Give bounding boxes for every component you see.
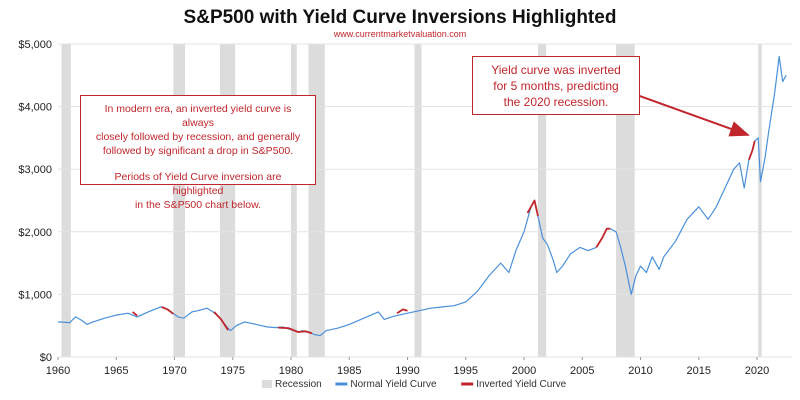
x-tick-label: 1965 bbox=[104, 365, 128, 377]
x-axis-ticks: 1960 1965 1970 1975 1980 1985 1990 1995 2000 2005… bbox=[46, 357, 769, 377]
x-tick-label: 1990 bbox=[395, 365, 419, 377]
inverted-yield-series bbox=[396, 308, 408, 314]
price-lines bbox=[57, 55, 787, 337]
recession-band bbox=[538, 44, 547, 357]
annotation-box-inversion-note: In modern era, an inverted yield curve i… bbox=[80, 95, 316, 211]
annotation-line: followed by significant a drop in S&P500… bbox=[102, 145, 294, 157]
recession-band bbox=[61, 44, 71, 357]
annotation-line: Yield curve was inverted bbox=[491, 63, 621, 77]
recession-band bbox=[616, 44, 635, 357]
x-tick-label: 2010 bbox=[628, 365, 652, 377]
x-tick-label: 2020 bbox=[745, 365, 769, 377]
annotation-line: the 2020 recession. bbox=[503, 95, 609, 109]
x-tick-label: 1970 bbox=[162, 365, 186, 377]
chart-subtitle: www.currentmarketvaluation.com bbox=[333, 29, 467, 39]
legend-swatch-recession bbox=[262, 380, 272, 388]
x-tick-label: 1985 bbox=[337, 365, 361, 377]
recession-band bbox=[414, 44, 422, 357]
annotation-line: closely followed by recession, and gener… bbox=[95, 131, 301, 143]
recession-band bbox=[758, 44, 762, 357]
chart-title: S&P500 with Yield Curve Inversions Highl… bbox=[183, 7, 617, 28]
annotation-line: in the S&P500 chart below. bbox=[134, 199, 262, 211]
x-tick-label: 1980 bbox=[279, 365, 303, 377]
y-tick-label: $0 bbox=[40, 352, 52, 364]
y-axis-ticks: $0 $1,000 $2,000 $3,000 $4,000 $5,000 bbox=[18, 39, 52, 364]
inverted-yield-series bbox=[161, 306, 174, 315]
inverted-yield-series bbox=[278, 326, 313, 335]
inverted-yield-series bbox=[132, 311, 138, 317]
y-tick-label: $4,000 bbox=[18, 102, 52, 114]
recession-band bbox=[308, 44, 325, 357]
inverted-yield-series bbox=[595, 227, 611, 248]
y-tick-label: $1,000 bbox=[18, 289, 52, 301]
x-tick-label: 1960 bbox=[46, 365, 70, 377]
y-tick-label: $5,000 bbox=[18, 39, 52, 51]
legend-label: Inverted Yield Curve bbox=[476, 379, 566, 390]
y-tick-label: $3,000 bbox=[18, 164, 52, 176]
normal-yield-series bbox=[754, 55, 787, 183]
x-tick-label: 2015 bbox=[687, 365, 711, 377]
x-tick-label: 1995 bbox=[454, 365, 478, 377]
y-tick-label: $2,000 bbox=[18, 227, 52, 239]
inverted-yield-series bbox=[526, 199, 539, 217]
x-tick-label: 2000 bbox=[512, 365, 536, 377]
legend-label: Normal Yield Curve bbox=[350, 379, 437, 390]
annotation-line: Periods of Yield Curve inversion are hig… bbox=[114, 171, 282, 197]
x-tick-label: 1975 bbox=[221, 365, 245, 377]
inverted-yield-series bbox=[748, 140, 756, 161]
recession-band bbox=[173, 44, 185, 357]
annotation-line: for 5 months, predicting bbox=[493, 79, 619, 93]
inverted-yield-series bbox=[213, 311, 229, 331]
normal-yield-series bbox=[609, 159, 750, 295]
annotation-box-2020-inversion: Yield curve was inverted for 5 months, p… bbox=[472, 56, 640, 115]
legend-label: Recession bbox=[275, 379, 322, 390]
recession-band bbox=[291, 44, 297, 357]
annotation-line: In modern era, an inverted yield curve i… bbox=[104, 103, 292, 129]
normal-yield-series bbox=[537, 216, 597, 274]
legend: Recession Normal Yield Curve Inverted Yiel… bbox=[262, 379, 567, 390]
x-tick-label: 2005 bbox=[570, 365, 594, 377]
normal-yield-series bbox=[57, 200, 536, 337]
